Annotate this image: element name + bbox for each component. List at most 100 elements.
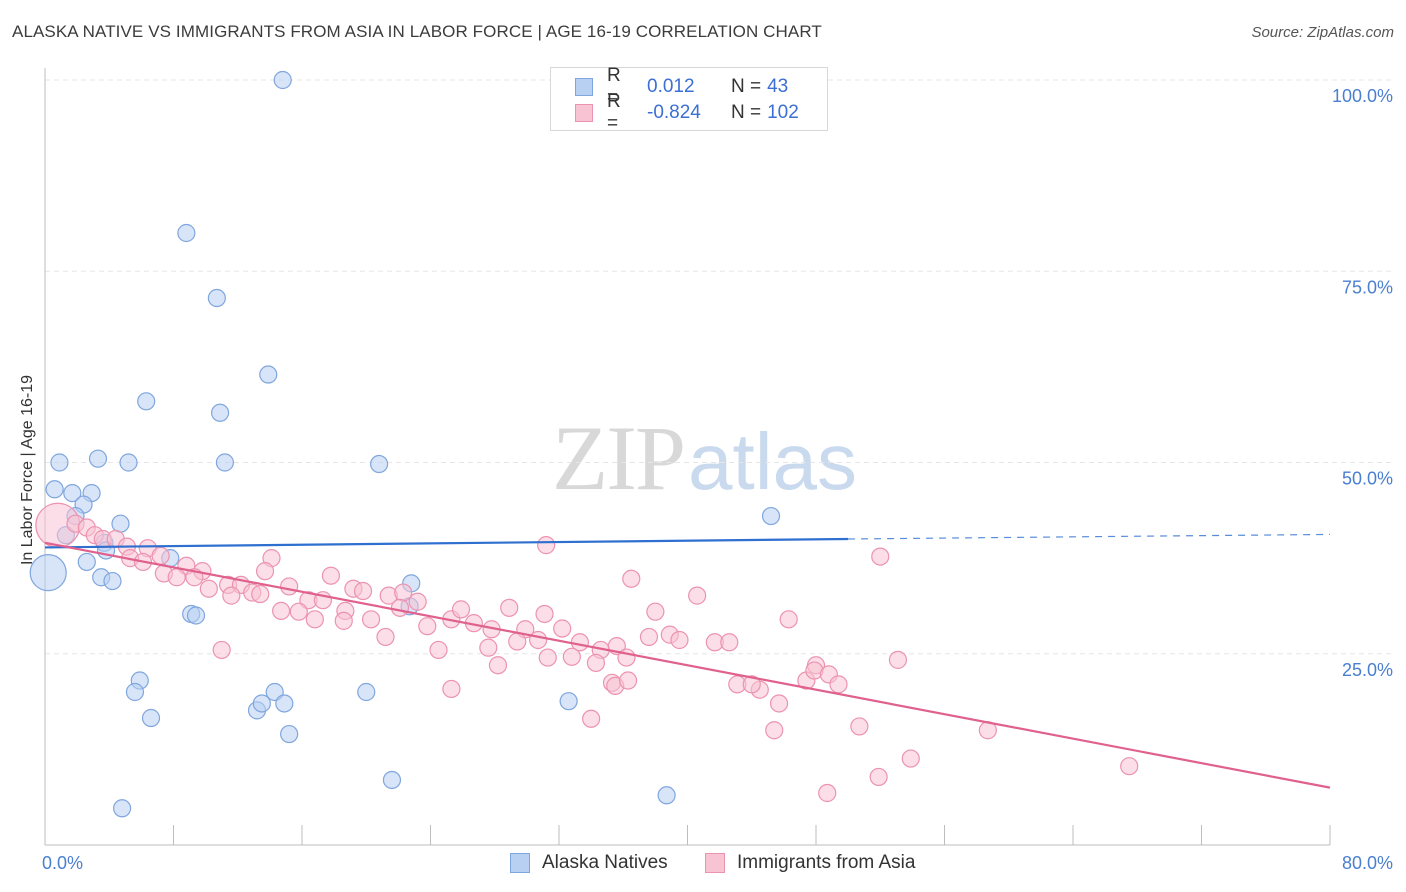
data-point — [769, 694, 789, 713]
legend-n-label: N = — [731, 76, 762, 97]
legend-r-label: R = — [607, 91, 621, 134]
data-point — [901, 749, 920, 768]
legend-n-value: 43 — [767, 76, 789, 97]
data-point — [451, 600, 471, 619]
data-point — [1120, 757, 1139, 776]
legend-swatch-blue — [575, 78, 593, 96]
data-point — [553, 619, 572, 638]
legend-swatch-pink — [575, 104, 593, 122]
data-point — [357, 682, 376, 702]
data-point — [586, 653, 606, 673]
data-point — [869, 767, 888, 787]
data-point — [538, 648, 557, 667]
x-tick-label: 80.0% — [1342, 853, 1393, 873]
data-point — [29, 554, 67, 592]
data-point — [850, 717, 869, 736]
x-tick-label: 0.0% — [42, 853, 83, 873]
data-point — [289, 602, 308, 621]
data-point — [361, 610, 381, 629]
data-point — [761, 506, 781, 526]
data-point — [370, 454, 389, 474]
data-point — [119, 453, 138, 472]
watermark-zip: ZIP — [552, 407, 686, 509]
trend-line — [44, 541, 1331, 789]
data-point — [186, 606, 206, 625]
data-point — [334, 611, 353, 630]
data-point — [742, 675, 761, 694]
data-point — [529, 630, 548, 650]
data-point — [488, 656, 508, 675]
trend-lines — [44, 533, 1331, 789]
legend-stats: R = 0.012 N = 43 R = -0.824 N = 102 — [550, 65, 828, 134]
data-point — [280, 724, 299, 744]
y-tick-label: 50.0% — [1342, 469, 1393, 489]
data-point — [167, 568, 186, 587]
y-tick-label: 100.0% — [1332, 86, 1393, 106]
data-point — [382, 770, 402, 790]
data-point — [321, 566, 341, 585]
legend-item-immigrants-from-asia: Immigrants from Asia — [705, 852, 915, 874]
data-point — [720, 633, 739, 652]
data-point — [779, 610, 798, 629]
data-point — [103, 571, 122, 591]
legend-swatch-pink — [705, 853, 725, 873]
data-point — [429, 640, 448, 660]
legend-n-value: 102 — [767, 102, 799, 123]
legend-stats-row-alaska: R = 0.012 N = 43 — [575, 65, 789, 108]
data-point — [273, 70, 292, 90]
data-point — [305, 610, 324, 629]
data-point — [251, 584, 270, 604]
data-point — [376, 627, 395, 647]
data-point — [212, 640, 231, 660]
data-point — [639, 627, 659, 647]
legend-r-value: 0.012 — [647, 76, 695, 97]
chart-source: Source: ZipAtlas.com — [1251, 24, 1394, 41]
data-point — [252, 694, 271, 713]
data-point — [63, 484, 82, 503]
series-immigrants-from-asia — [35, 502, 1139, 803]
watermark-atlas: atlas — [688, 417, 857, 506]
gridlines — [45, 79, 1395, 655]
legend-label: Immigrants from Asia — [737, 852, 916, 873]
legend-item-alaska-natives: Alaska Natives — [510, 852, 668, 874]
data-point — [871, 547, 890, 566]
data-point — [688, 586, 707, 605]
data-point — [137, 392, 156, 411]
data-point — [280, 577, 299, 596]
y-tick-label: 25.0% — [1342, 660, 1393, 680]
tick-labels: 25.0% 50.0% 75.0% 100.0% 0.0% 80.0% — [42, 86, 1393, 873]
data-point — [151, 546, 170, 565]
data-point — [50, 453, 69, 472]
data-point — [562, 647, 581, 666]
axes — [44, 68, 1331, 846]
data-point — [390, 598, 410, 617]
data-point — [272, 601, 291, 621]
legend-r-label: R = — [607, 65, 621, 108]
data-point — [829, 675, 848, 694]
data-point — [210, 403, 230, 422]
data-point — [199, 579, 218, 598]
chart-title: ALASKA NATIVE VS IMMIGRANTS FROM ASIA IN… — [12, 22, 822, 41]
data-point — [418, 617, 437, 636]
data-point — [177, 223, 196, 243]
data-point — [222, 586, 241, 605]
data-point — [207, 288, 226, 308]
data-point — [582, 709, 601, 728]
data-point — [408, 592, 427, 611]
y-tick-label: 75.0% — [1342, 277, 1393, 297]
data-point — [537, 536, 556, 555]
data-point — [353, 581, 373, 601]
data-point — [45, 480, 64, 499]
data-point — [125, 682, 145, 702]
data-point — [215, 453, 234, 472]
data-point — [500, 598, 519, 617]
legend-label: Alaska Natives — [542, 852, 668, 873]
data-point — [622, 569, 641, 588]
data-point — [111, 514, 130, 533]
data-point — [479, 638, 498, 657]
data-point — [275, 694, 294, 713]
data-point — [559, 692, 578, 711]
legend-swatch-blue — [510, 853, 530, 873]
legend-stats-row-asia: R = -0.824 N = 102 — [575, 91, 799, 134]
